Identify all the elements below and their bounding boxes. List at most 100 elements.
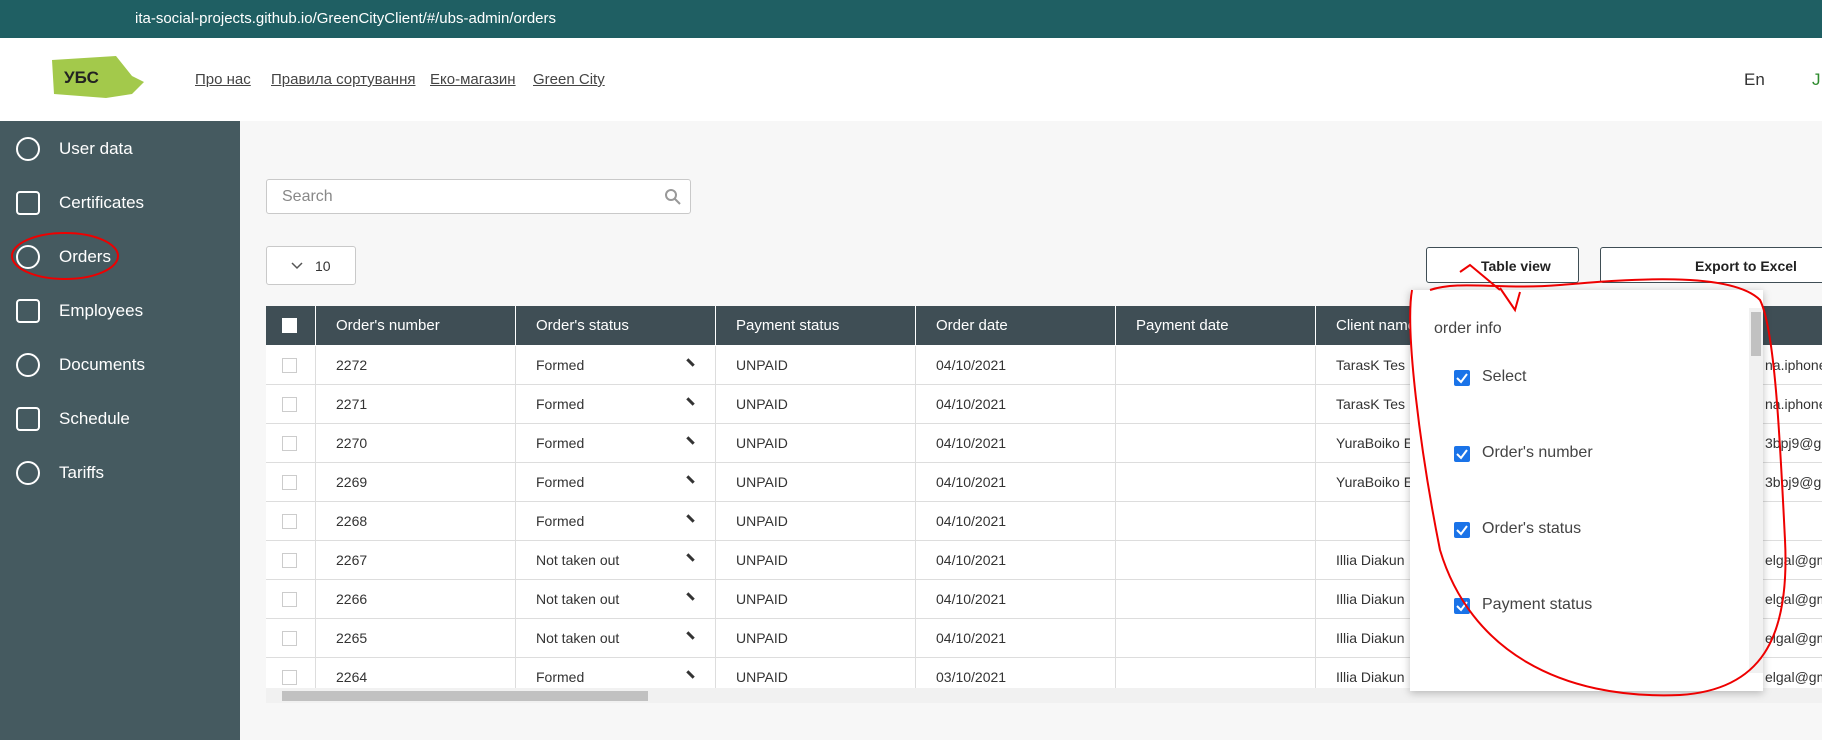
row-checkbox[interactable] (282, 358, 297, 373)
header-checkbox[interactable] (282, 318, 297, 333)
check (1456, 373, 1468, 384)
edit-icon[interactable] (686, 592, 695, 601)
option-label[interactable]: Payment status (1482, 596, 1593, 613)
cell: UNPAID (716, 541, 916, 580)
row-select (266, 541, 316, 580)
logo[interactable]: УБС (46, 52, 146, 100)
column-header[interactable]: Order's number (316, 306, 516, 345)
checkbox[interactable] (1454, 370, 1470, 386)
sidebar-icon (16, 353, 40, 377)
edit-icon[interactable] (686, 514, 695, 523)
logo-text: УБС (64, 68, 99, 87)
sidebar: User data Certificates Orders Employees Docu… (0, 121, 240, 740)
cell: 04/10/2021 (916, 424, 1116, 463)
cell (1116, 541, 1316, 580)
sidebar-item[interactable]: Schedule (59, 409, 130, 428)
edit-icon[interactable] (686, 670, 695, 679)
row-checkbox[interactable] (282, 592, 297, 607)
row-select (266, 502, 316, 541)
edit-icon[interactable] (686, 397, 695, 406)
edit-icon[interactable] (686, 436, 695, 445)
cell: 2266 (316, 580, 516, 619)
cell: Formed (516, 658, 716, 688)
scroll-thumb[interactable] (1751, 312, 1761, 356)
cell (1116, 580, 1316, 619)
edit-icon[interactable] (686, 475, 695, 484)
option-label[interactable]: Order's status (1482, 520, 1582, 537)
cell: 2265 (316, 619, 516, 658)
cell: 03/10/2021 (916, 658, 1116, 688)
column-header[interactable]: Order date (916, 306, 1116, 345)
sidebar-item[interactable]: Documents (59, 355, 145, 374)
sidebar-item[interactable]: User data (59, 139, 133, 158)
edit-icon[interactable] (686, 553, 695, 562)
row-checkbox[interactable] (282, 631, 297, 646)
chevron (291, 262, 303, 270)
edit-icon[interactable] (686, 631, 695, 640)
cell: 2264 (316, 658, 516, 688)
row-select (266, 346, 316, 385)
row-checkbox[interactable] (282, 397, 297, 412)
sidebar-item[interactable]: Orders (59, 247, 111, 266)
sidebar-icon (16, 299, 40, 323)
cell: 04/10/2021 (916, 541, 1116, 580)
cell: 04/10/2021 (916, 346, 1116, 385)
button-label: Export to Excel (1695, 258, 1797, 274)
row-select (266, 385, 316, 424)
page-size[interactable]: 10 (266, 246, 356, 285)
search-placeholder: Search (282, 188, 333, 205)
nav-link[interactable]: Про нас (195, 71, 251, 88)
column-header[interactable]: Order's status (516, 306, 716, 345)
cell (1116, 463, 1316, 502)
cell: 04/10/2021 (916, 580, 1116, 619)
search[interactable]: Search (266, 179, 691, 214)
header: УБС Про нас Правила сортування Еко-магаз… (0, 38, 1822, 121)
edit-icon[interactable] (686, 358, 695, 367)
checkbox[interactable] (1454, 522, 1470, 538)
row-select (266, 463, 316, 502)
export-button[interactable]: Export to Excel (1600, 247, 1822, 283)
nav-link[interactable]: Green City (533, 71, 605, 88)
cell: Formed (516, 463, 716, 502)
sidebar-item[interactable]: Tariffs (59, 463, 105, 482)
checkbox[interactable] (1454, 446, 1470, 462)
cell: Formed (516, 346, 716, 385)
cell (1116, 346, 1316, 385)
nav-link[interactable]: Еко-магазин (430, 71, 516, 88)
cell: 04/10/2021 (916, 502, 1116, 541)
cell (1116, 502, 1316, 541)
row-checkbox[interactable] (282, 475, 297, 490)
cell: Formed (516, 424, 716, 463)
checkbox[interactable] (1454, 598, 1470, 614)
sidebar-item[interactable]: Certificates (59, 193, 145, 212)
cell: 2268 (316, 502, 516, 541)
cell: UNPAID (716, 580, 916, 619)
sidebar-icon (16, 461, 40, 485)
language[interactable]: En (1744, 70, 1765, 89)
user[interactable]: J (1812, 70, 1821, 89)
scroll-thumb[interactable] (282, 691, 648, 701)
row-checkbox[interactable] (282, 670, 297, 685)
sidebar-icon (16, 245, 40, 269)
url[interactable]: ita-social-projects.github.io/GreenCityC… (135, 10, 557, 27)
cell: UNPAID (716, 346, 916, 385)
column-header[interactable]: Payment status (716, 306, 916, 345)
browser-bar: ita-social-projects.github.io/GreenCityC… (0, 0, 1822, 38)
option-label[interactable]: Select (1482, 368, 1527, 385)
cell: Not taken out (516, 619, 716, 658)
cell: Formed (516, 385, 716, 424)
cell: UNPAID (716, 424, 916, 463)
row-checkbox[interactable] (282, 514, 297, 529)
option-label[interactable]: Order's number (1482, 444, 1593, 461)
column-header[interactable]: Payment date (1116, 306, 1316, 345)
row-select (266, 619, 316, 658)
sidebar-item[interactable]: Employees (59, 301, 144, 320)
row-checkbox[interactable] (282, 436, 297, 451)
row-checkbox[interactable] (282, 553, 297, 568)
v-scrollbar[interactable] (1749, 308, 1763, 673)
nav-link[interactable]: Правила сортування (271, 71, 416, 88)
cell: Not taken out (516, 580, 716, 619)
cell: UNPAID (716, 385, 916, 424)
table-view-button[interactable]: Table view (1426, 247, 1579, 283)
